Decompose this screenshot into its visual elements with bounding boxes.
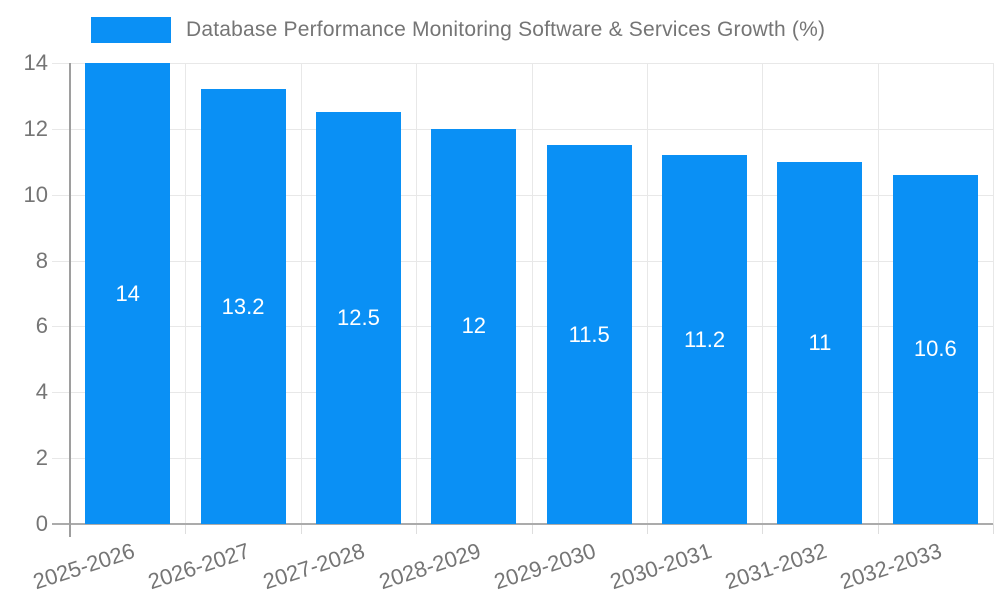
x-axis-tick (762, 524, 764, 534)
bar[interactable]: 12 (431, 128, 517, 524)
x-axis-tick (993, 524, 994, 534)
v-gridline (185, 63, 187, 524)
v-gridline (531, 63, 533, 524)
bar-value-label: 11.2 (683, 326, 726, 352)
h-gridline (52, 458, 993, 460)
bar[interactable]: 11.5 (546, 145, 632, 524)
v-gridline (762, 63, 764, 524)
h-gridline (52, 326, 993, 328)
x-axis-tick (300, 524, 302, 534)
y-tick-label: 4 (35, 379, 48, 405)
bar-value-label: 13.2 (221, 293, 265, 319)
x-axis-tick (877, 524, 879, 534)
bar-value-label: 12 (461, 313, 487, 339)
h-gridline (52, 63, 993, 64)
bar[interactable]: 11.2 (662, 155, 748, 524)
y-axis-line (69, 63, 71, 537)
bar[interactable]: 14 (85, 63, 171, 524)
bar[interactable]: 12.5 (315, 112, 401, 524)
legend-swatch (91, 17, 171, 43)
chart-title: Database Performance Monitoring Software… (186, 18, 826, 41)
v-gridline (300, 63, 302, 524)
bar-value-label: 10.6 (913, 336, 957, 362)
bar[interactable]: 10.6 (892, 174, 978, 524)
bar-value-label: 12.5 (337, 305, 380, 331)
v-gridline (877, 63, 879, 524)
x-axis-tick (416, 524, 418, 534)
y-tick-label: 14 (23, 50, 48, 75)
y-tick-label: 0 (35, 511, 48, 536)
x-axis-tick (531, 524, 533, 534)
y-tick-label: 8 (35, 247, 48, 273)
h-gridline (52, 392, 993, 394)
v-gridline (646, 63, 648, 524)
h-gridline (52, 128, 993, 130)
chart-legend: Database Performance Monitoring Software… (91, 16, 825, 44)
bar[interactable]: 11 (777, 161, 863, 524)
x-axis-tick (646, 524, 648, 534)
y-tick-label: 2 (35, 445, 48, 471)
x-axis-tick (185, 524, 187, 534)
v-gridline (993, 63, 994, 524)
bar-value-label: 14 (115, 280, 140, 306)
h-gridline (52, 194, 993, 196)
bar-value-label: 11 (808, 329, 832, 355)
v-gridline (416, 63, 418, 524)
h-gridline (52, 260, 993, 262)
bar-value-label: 11.5 (568, 321, 610, 347)
x-axis-line (52, 523, 993, 525)
bar[interactable]: 13.2 (200, 89, 286, 524)
y-tick-label: 6 (35, 313, 48, 339)
y-tick-label: 10 (23, 181, 48, 207)
y-tick-label: 12 (23, 115, 48, 141)
